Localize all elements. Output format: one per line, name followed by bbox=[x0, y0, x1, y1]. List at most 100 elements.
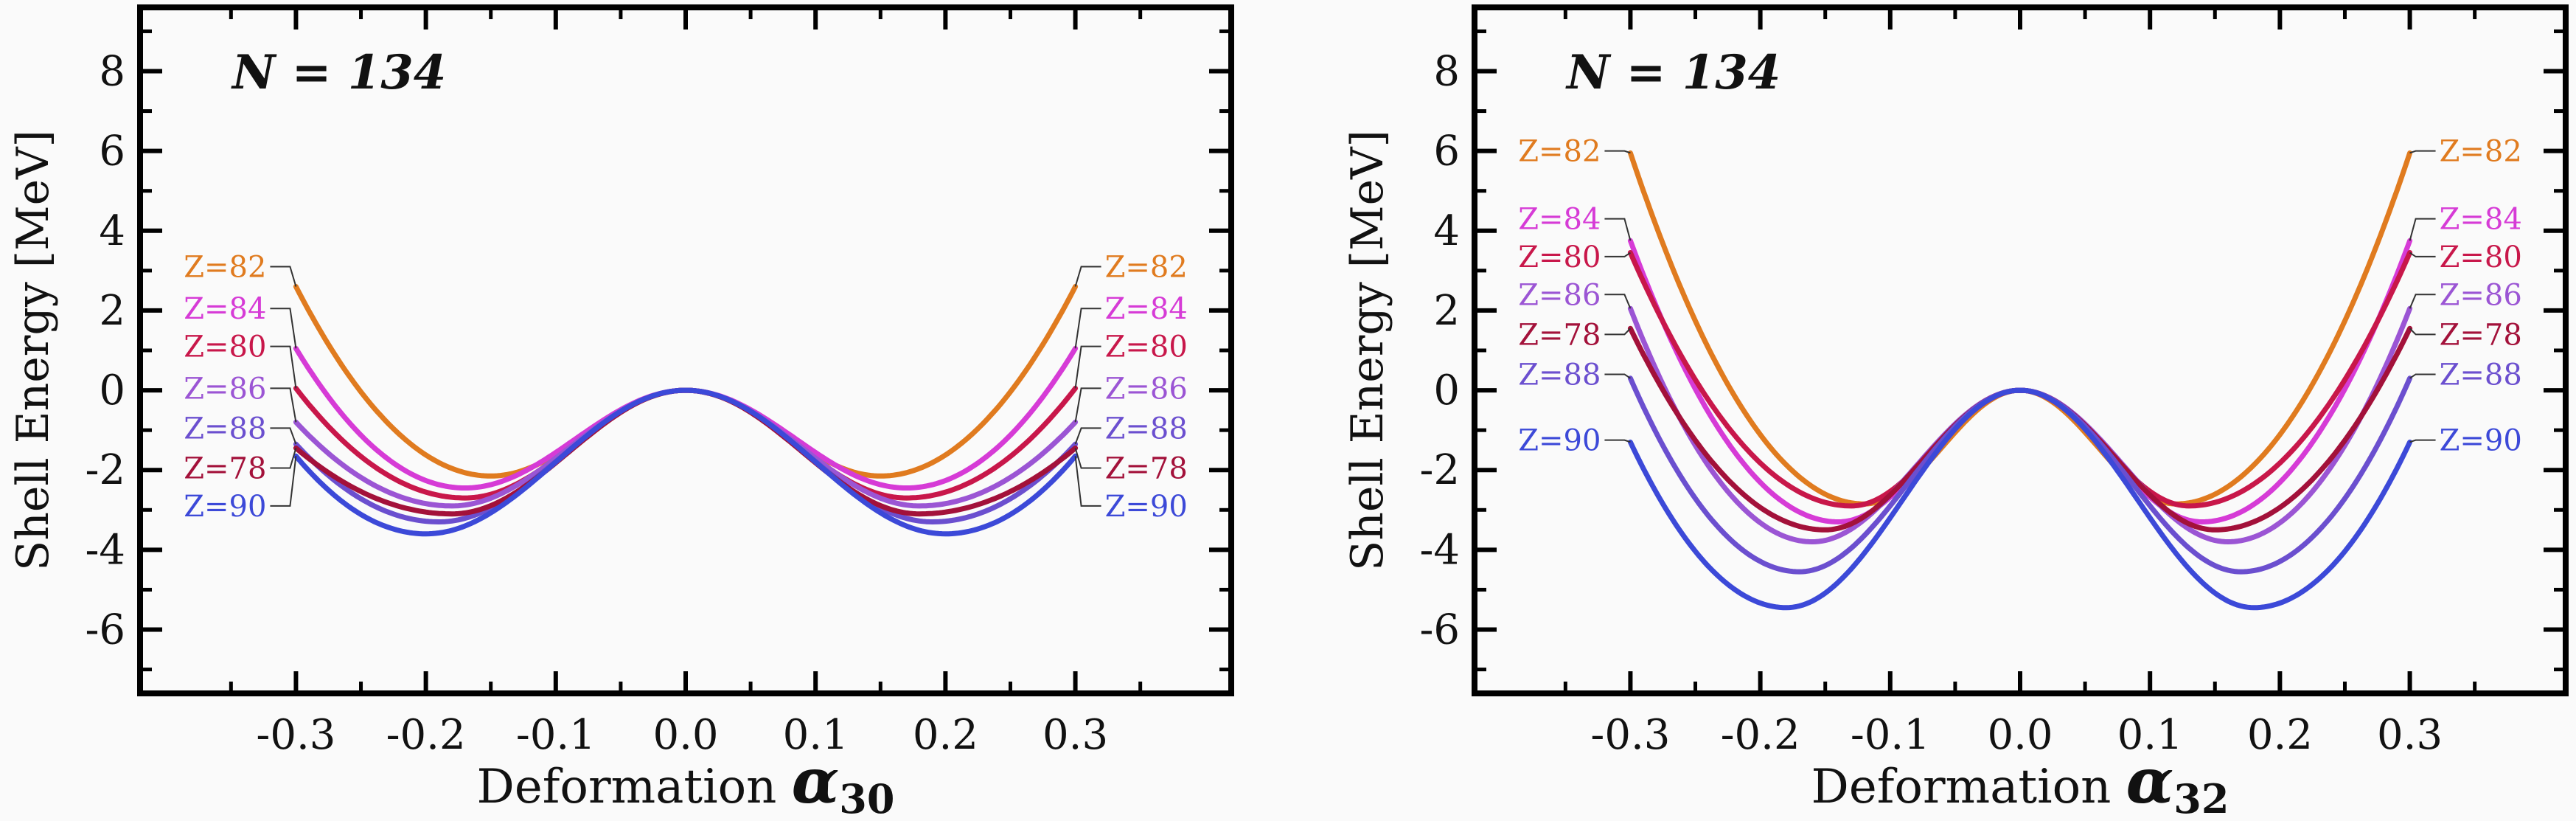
series-group bbox=[293, 284, 1079, 537]
series-label-right: Z=82 bbox=[2440, 135, 2522, 169]
leader-line bbox=[2409, 294, 2436, 309]
x-tick-label: 0.0 bbox=[1987, 711, 2053, 759]
y-axis-title: Shell Energy [MeV] bbox=[7, 130, 59, 571]
series-label-right: Z=80 bbox=[1105, 330, 1188, 364]
leader-line bbox=[270, 308, 297, 349]
series-label-left: Z=86 bbox=[1518, 278, 1601, 312]
series-line-Z82 bbox=[293, 284, 1079, 479]
x-tick-label: 0.2 bbox=[913, 711, 978, 759]
x-tick-label: 0.0 bbox=[652, 711, 718, 759]
series-label-left: Z=80 bbox=[184, 330, 266, 364]
x-tick-label: -0.3 bbox=[256, 711, 335, 759]
leader-line bbox=[270, 456, 297, 507]
series-label-right: Z=86 bbox=[2440, 278, 2522, 312]
x-axis-title-symbol: α bbox=[2126, 744, 2174, 817]
y-tick-label: -4 bbox=[85, 526, 125, 574]
series-label-left: Z=88 bbox=[184, 412, 266, 446]
leader-line bbox=[1604, 328, 1632, 336]
y-tick-label: 0 bbox=[1433, 367, 1460, 415]
x-tick-label: 0.3 bbox=[2377, 711, 2443, 759]
leader-line bbox=[1604, 150, 1631, 154]
series-label-left: Z=88 bbox=[1518, 358, 1601, 392]
x-axis-title-subscript: 30 bbox=[839, 775, 894, 821]
leader-line bbox=[1604, 218, 1632, 241]
series-label-right: Z=84 bbox=[2440, 203, 2522, 237]
y-tick-label: 4 bbox=[1433, 207, 1460, 255]
x-tick-label: -0.1 bbox=[516, 711, 596, 759]
y-tick-label: -6 bbox=[1419, 606, 1460, 654]
x-tick-label: 0.1 bbox=[783, 711, 849, 759]
leader-line bbox=[270, 387, 297, 423]
leader-line bbox=[2409, 252, 2436, 257]
series-label-left: Z=78 bbox=[184, 452, 266, 486]
x-tick-label: 0.3 bbox=[1042, 711, 1108, 759]
series-label-right: Z=78 bbox=[2440, 318, 2522, 352]
leader-line bbox=[1074, 427, 1101, 445]
series-label-left: Z=78 bbox=[1518, 318, 1601, 352]
y-tick-label: 4 bbox=[99, 207, 125, 255]
y-tick-label: 8 bbox=[1433, 48, 1460, 96]
leader-line bbox=[1074, 448, 1101, 469]
x-axis-title: Deformation α30 bbox=[477, 744, 895, 821]
y-tick-label: -2 bbox=[85, 446, 125, 494]
leader-line bbox=[2409, 439, 2436, 443]
series-label-left: Z=80 bbox=[1518, 240, 1601, 274]
series-label-left: Z=82 bbox=[1518, 135, 1601, 169]
y-tick-label: -6 bbox=[85, 606, 125, 654]
leader-line bbox=[1074, 387, 1101, 423]
y-tick-label: -4 bbox=[1419, 526, 1460, 574]
series-label-right: Z=80 bbox=[2440, 240, 2522, 274]
series-label-left: Z=90 bbox=[184, 490, 266, 524]
x-tick-label: 0.2 bbox=[2247, 711, 2313, 759]
series-label-left: Z=90 bbox=[1518, 424, 1601, 458]
series-group bbox=[1627, 150, 2413, 611]
series-label-right: Z=90 bbox=[2440, 424, 2522, 458]
series-label-left: Z=84 bbox=[184, 292, 266, 326]
y-tick-label: 0 bbox=[99, 367, 125, 415]
leader-line bbox=[270, 345, 297, 389]
leader-line bbox=[1074, 266, 1101, 287]
y-axis-title: Shell Energy [MeV] bbox=[1342, 130, 1393, 571]
panel-2: -0.3 -0.2 -0.1 0.0 0.1 0.2 0.3 -6 -4 -2 0 2 4 6 8 Z=82 Z… bbox=[1342, 4, 2569, 821]
plot-frame bbox=[137, 4, 1234, 696]
leader-line bbox=[2409, 373, 2436, 379]
series-label-left: Z=86 bbox=[184, 372, 266, 406]
series-label-left: Z=82 bbox=[184, 250, 266, 284]
series-line-Z88 bbox=[1627, 375, 2413, 575]
series-line-Z84 bbox=[1627, 238, 2413, 524]
series-label-right: Z=88 bbox=[1105, 412, 1188, 446]
leader-line bbox=[1074, 456, 1101, 507]
series-label-right: Z=78 bbox=[1105, 452, 1188, 486]
x-tick-label: -0.2 bbox=[1721, 711, 1800, 759]
series-line-Z78 bbox=[1627, 325, 2413, 533]
series-line-Z84 bbox=[293, 345, 1079, 491]
y-tick-label: 8 bbox=[99, 48, 125, 96]
series-line-Z90 bbox=[1627, 387, 2413, 611]
y-tick-label: 2 bbox=[99, 287, 125, 335]
leader-line bbox=[1074, 308, 1101, 349]
series-line-Z86 bbox=[1627, 305, 2413, 544]
panel-1: -0.3 -0.2 -0.1 0.0 0.1 0.2 0.3 -6 -4 -2 0 2 4 6 8 Z=82 Z… bbox=[7, 4, 1234, 821]
y-tick-label: 6 bbox=[1433, 128, 1460, 176]
x-tick-label: -0.1 bbox=[1851, 711, 1930, 759]
x-axis-title-subscript: 32 bbox=[2173, 775, 2229, 821]
y-tick-label: -2 bbox=[1419, 446, 1460, 494]
x-axis-title-symbol: α bbox=[792, 744, 840, 817]
y-tick-label: 2 bbox=[1433, 287, 1460, 335]
series-label-right: Z=88 bbox=[2440, 358, 2522, 392]
y-tick-label: 6 bbox=[99, 128, 125, 176]
x-axis-title-text: Deformation bbox=[1811, 760, 2126, 814]
x-axis-title-text: Deformation bbox=[477, 760, 792, 814]
leader-line bbox=[1604, 252, 1631, 257]
x-tick-label: -0.3 bbox=[1590, 711, 1670, 759]
series-label-right: Z=82 bbox=[1105, 250, 1188, 284]
leader-line bbox=[1074, 345, 1101, 389]
leader-line bbox=[2409, 328, 2436, 336]
leader-line bbox=[270, 448, 297, 469]
series-label-right: Z=86 bbox=[1105, 372, 1188, 406]
series-label-left: Z=84 bbox=[1518, 203, 1601, 237]
leader-line bbox=[270, 266, 297, 287]
leader-line bbox=[2409, 218, 2436, 241]
leader-line bbox=[1604, 294, 1632, 309]
